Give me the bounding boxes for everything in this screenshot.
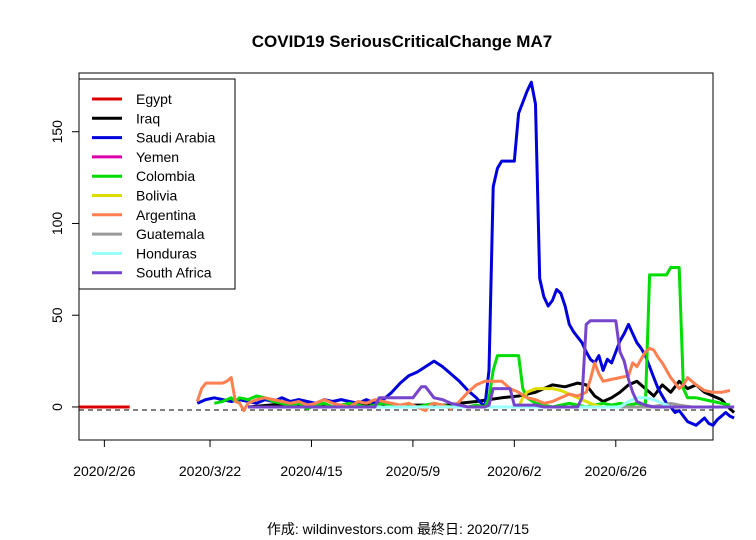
x-tick-label: 2020/3/22 [179,463,241,479]
legend-label: Bolivia [136,188,177,204]
legend-label: Guatemala [136,226,205,242]
legend-label: Argentina [136,207,196,223]
y-tick-label: 50 [49,307,65,323]
x-axis: 2020/2/26 2020/3/22 2020/4/15 2020/5/9 2020/… [73,439,647,479]
x-tick-label: 2020/6/26 [585,463,647,479]
legend-label: Iraq [136,110,160,126]
series-line-saudi-arabia [196,80,735,427]
series-line-argentina [195,346,731,413]
x-tick-label: 2020/6/2 [487,463,542,479]
y-tick-label: 0 [49,403,65,411]
x-tick-label: 2020/2/26 [73,463,135,479]
legend: Egypt Iraq Saudi Arabia Yemen Colombia Bolivi… [78,78,236,290]
chart-title: COVID19 SeriousCriticalChange MA7 [252,32,552,51]
legend-label: South Africa [136,265,212,281]
legend-label: Egypt [136,91,172,107]
series-line-south-africa [248,319,735,409]
y-tick-label: 150 [49,120,65,144]
chart-caption: 作成: wildinvestors.com 最終日: 2020/7/15 [267,521,529,537]
legend-label: Saudi Arabia [136,130,216,146]
y-tick-label: 100 [49,212,65,236]
series-line-colombia [213,266,731,411]
y-axis: 0 50 100 150 [49,120,80,411]
x-tick-label: 2020/4/15 [280,463,342,479]
series-layer [79,80,736,427]
legend-label: Yemen [136,149,179,165]
legend-label: Colombia [136,168,195,184]
legend-label: Honduras [136,245,197,261]
x-tick-label: 2020/5/9 [386,463,441,479]
